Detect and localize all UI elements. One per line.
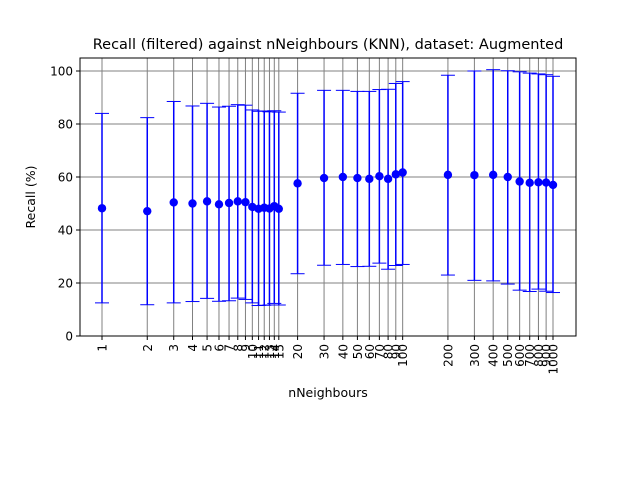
x-tick-label: 8	[231, 344, 245, 352]
data-point	[503, 172, 512, 182]
x-tick-label: 10	[246, 344, 260, 359]
data-point	[188, 199, 197, 208]
data-point	[233, 197, 242, 206]
plot-area-frame	[79, 57, 577, 337]
x-tick-label: 11	[252, 344, 266, 359]
x-axis-label: nNeighbours	[288, 385, 367, 400]
y-tick-label: 20	[58, 277, 73, 291]
x-tick-label: 15	[272, 344, 286, 359]
data-point	[274, 204, 284, 213]
x-tick-label: 13	[263, 344, 277, 359]
x-tick-label: 800	[532, 344, 546, 367]
x-tick-label: 6	[212, 344, 226, 352]
y-tick-label: 40	[58, 224, 73, 238]
grid-layer	[80, 58, 576, 337]
y-tick-label: 60	[58, 171, 73, 185]
data-marks	[95, 69, 560, 307]
data-point	[383, 174, 393, 184]
data-point	[525, 178, 534, 188]
data-point	[391, 170, 400, 179]
data-point	[293, 179, 302, 188]
x-tick-label: 70	[373, 344, 387, 359]
x-tick-label: 90	[389, 344, 403, 359]
x-tick-label: 100	[396, 344, 410, 367]
x-tick-label: 9	[239, 344, 253, 352]
x-tick-label: 12	[258, 344, 272, 359]
x-tick-label: 20	[291, 344, 305, 359]
data-point	[443, 170, 453, 180]
data-point	[338, 172, 348, 182]
x-tick-label: 400	[487, 344, 501, 367]
data-point	[548, 180, 558, 190]
data-point	[241, 197, 250, 207]
x-tick-label: 4	[186, 344, 200, 352]
x-tick-label: 7	[223, 344, 237, 352]
x-tick-label: 40	[336, 344, 350, 359]
x-tick-label: 50	[351, 344, 365, 359]
data-point	[319, 173, 329, 183]
data-point	[97, 204, 107, 213]
data-point	[375, 172, 384, 181]
x-tick-label: 300	[468, 344, 482, 367]
y-axis-label: Recall (%)	[23, 166, 38, 229]
x-tick-label: 80	[382, 344, 396, 359]
x-tick-label: 30	[318, 344, 332, 359]
x-tick-label: 5	[201, 344, 215, 352]
y-tick-label: 0	[65, 330, 73, 344]
x-tick-label: 2	[141, 344, 155, 352]
data-point	[515, 177, 524, 186]
x-tick-label: 1000	[547, 344, 561, 375]
data-point	[365, 174, 374, 184]
data-point	[143, 206, 152, 216]
data-point	[488, 170, 498, 180]
y-axis: 0 20 40 60 80 100	[50, 65, 80, 344]
data-point	[398, 168, 407, 177]
x-tick-label: 700	[523, 344, 537, 367]
y-tick-label: 80	[58, 118, 73, 132]
x-tick-label: 200	[441, 344, 455, 367]
data-point	[224, 198, 234, 208]
data-point	[214, 200, 224, 209]
y-tick-label: 100	[50, 65, 73, 79]
data-point	[169, 198, 178, 207]
data-point	[541, 178, 551, 187]
x-tick-label: 500	[501, 344, 515, 367]
data-point	[202, 197, 212, 206]
x-tick-label: 1	[96, 344, 110, 352]
x-tick-label: 60	[363, 344, 377, 359]
x-tick-label: 600	[513, 344, 527, 367]
data-point	[353, 173, 362, 183]
x-tick-label: 3	[167, 344, 181, 352]
data-point	[470, 170, 479, 180]
chart-title: Recall (filtered) against nNeighbours (K…	[93, 37, 564, 53]
x-tick-label: 900	[540, 344, 554, 367]
x-tick-label: 14	[268, 344, 282, 359]
data-point	[534, 178, 543, 187]
